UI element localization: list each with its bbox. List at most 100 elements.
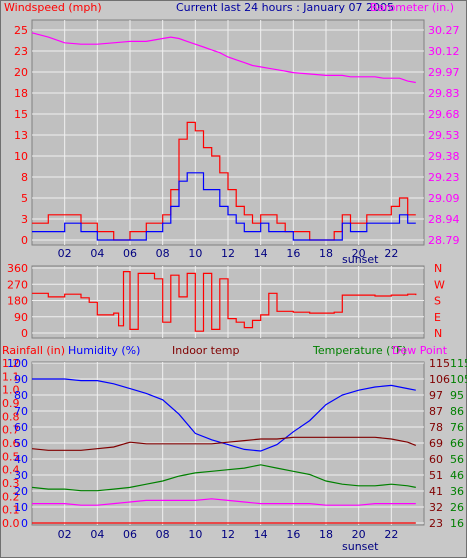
x-tick-label: 10 (188, 247, 202, 260)
y-tick-label: 60 (14, 421, 28, 434)
barometer-line (31, 32, 416, 84)
x-tick-label: 22 (384, 528, 398, 541)
temperature-axis-title: Temperature (°F) (312, 344, 407, 357)
x-tick-label: 16 (286, 528, 300, 541)
y-tick-label: 15 (14, 108, 28, 121)
y-tick-label: 180 (7, 295, 28, 308)
y-tick-label: 29.38 (428, 150, 460, 163)
x-tick-label: 08 (156, 528, 170, 541)
rainfall-axis-title: Rainfall (in) (2, 344, 65, 357)
y-tick-label: 1.1 (2, 370, 20, 383)
x-tick-label: 22 (384, 247, 398, 260)
indoor-temp-line (31, 436, 417, 451)
temperature-y-ticks: 2332415160697887971061151626364656667686… (429, 357, 467, 530)
y-tick-label: 29.97 (428, 66, 460, 79)
y-tick-label: 25 (14, 24, 28, 37)
y-tick-label: 0 (21, 327, 28, 340)
y-tick-label: 40 (14, 453, 28, 466)
y-tick-label: 1.0 (2, 384, 20, 397)
y-tick-label: S (434, 295, 441, 308)
sunset-label-bottom: sunset (342, 540, 379, 553)
y-tick-label: 20 (14, 485, 28, 498)
y-tick-label: 115 (450, 357, 467, 370)
y-tick-label: W (434, 278, 445, 291)
y-tick-label: 0.4 (2, 464, 20, 477)
y-tick-label: 28.94 (428, 213, 460, 226)
y-tick-label: 0.1 (2, 504, 20, 517)
y-tick-label: 105 (450, 373, 467, 386)
x-tick-label: 12 (221, 528, 235, 541)
y-tick-label: 0.7 (2, 424, 20, 437)
indoor-temp-title: Indoor temp (172, 344, 239, 357)
wind-avg-line (32, 172, 416, 241)
y-tick-label: 86 (450, 405, 464, 418)
direction-series (32, 271, 417, 332)
x-tick-label: 10 (188, 528, 202, 541)
x-tick-label: 20 (352, 247, 366, 260)
dewpoint-line (32, 498, 416, 506)
y-tick-label: 0.5 (2, 450, 20, 463)
wind-x-ticks: 02 04 06 08 10 12 14 16 18 20 22 (58, 247, 399, 260)
temperature-line (31, 464, 416, 492)
x-tick-label: 04 (90, 247, 104, 260)
y-tick-label: 1.2 (2, 357, 20, 370)
y-tick-label: 270 (7, 278, 28, 291)
y-tick-label: 76 (450, 421, 464, 434)
wind-series (31, 32, 416, 241)
y-tick-label: 29.68 (428, 108, 460, 121)
y-tick-label: 30.27 (428, 24, 460, 37)
y-tick-label: 51 (429, 469, 443, 482)
y-tick-label: 23 (429, 517, 443, 530)
x-tick-label: 02 (58, 528, 72, 541)
y-tick-label: 26 (450, 501, 464, 514)
humidity-x-ticks: 02 04 06 08 10 12 14 16 18 20 22 (58, 528, 399, 541)
y-tick-label: 20 (14, 66, 28, 79)
y-tick-label: 0.0 (2, 517, 20, 530)
y-tick-label: 0 (21, 517, 28, 530)
y-tick-label: N (434, 327, 442, 340)
y-tick-label: 29.53 (428, 129, 460, 142)
x-tick-label: 18 (319, 247, 333, 260)
y-tick-label: 78 (429, 421, 443, 434)
y-tick-label: 0.8 (2, 410, 20, 423)
y-tick-label: 32 (429, 501, 443, 514)
y-tick-label: 0.9 (2, 397, 20, 410)
y-tick-label: 60 (429, 453, 443, 466)
y-tick-label: 0.3 (2, 477, 20, 490)
y-tick-label: 95 (450, 389, 464, 402)
x-tick-label: 18 (319, 528, 333, 541)
y-tick-label: 115 (429, 357, 450, 370)
y-tick-label: 90 (14, 373, 28, 386)
y-tick-label: 66 (450, 437, 464, 450)
x-tick-label: 04 (90, 528, 104, 541)
y-tick-label: 8 (21, 171, 28, 184)
y-tick-label: 97 (429, 389, 443, 402)
humidity-line (32, 378, 416, 452)
y-tick-label: 23 (14, 45, 28, 58)
y-tick-label: 16 (450, 517, 464, 530)
x-tick-label: 14 (254, 247, 268, 260)
y-tick-label: 50 (14, 437, 28, 450)
direction-y-ticks: 0 90 180 270 360 (7, 262, 28, 340)
humidity-temp-series (31, 378, 417, 524)
x-tick-label: 16 (286, 247, 300, 260)
y-tick-label: E (434, 311, 441, 324)
barometer-axis-title: Barometer (in.) (370, 1, 454, 14)
y-tick-label: 0.2 (2, 490, 20, 503)
y-tick-label: 30 (14, 469, 28, 482)
y-tick-label: 29.09 (428, 192, 460, 205)
x-tick-label: 12 (221, 247, 235, 260)
barometer-y-ticks: 28.79 28.94 29.09 29.23 29.38 29.53 29.68 29.83… (428, 24, 460, 247)
y-tick-label: 70 (14, 405, 28, 418)
y-tick-label: 0 (21, 234, 28, 247)
y-tick-label: 29.83 (428, 87, 460, 100)
dewpoint-axis-title: Dew Point (392, 344, 448, 357)
x-tick-label: 14 (254, 528, 268, 541)
y-tick-label: 90 (14, 311, 28, 324)
y-tick-label: 80 (14, 389, 28, 402)
wind-speed-line (32, 121, 416, 241)
x-tick-label: 06 (123, 528, 137, 541)
humidity-y-ticks: 0.00.10.20.30.40.50.60.70.80.91.01.11.2 0… (2, 357, 28, 530)
